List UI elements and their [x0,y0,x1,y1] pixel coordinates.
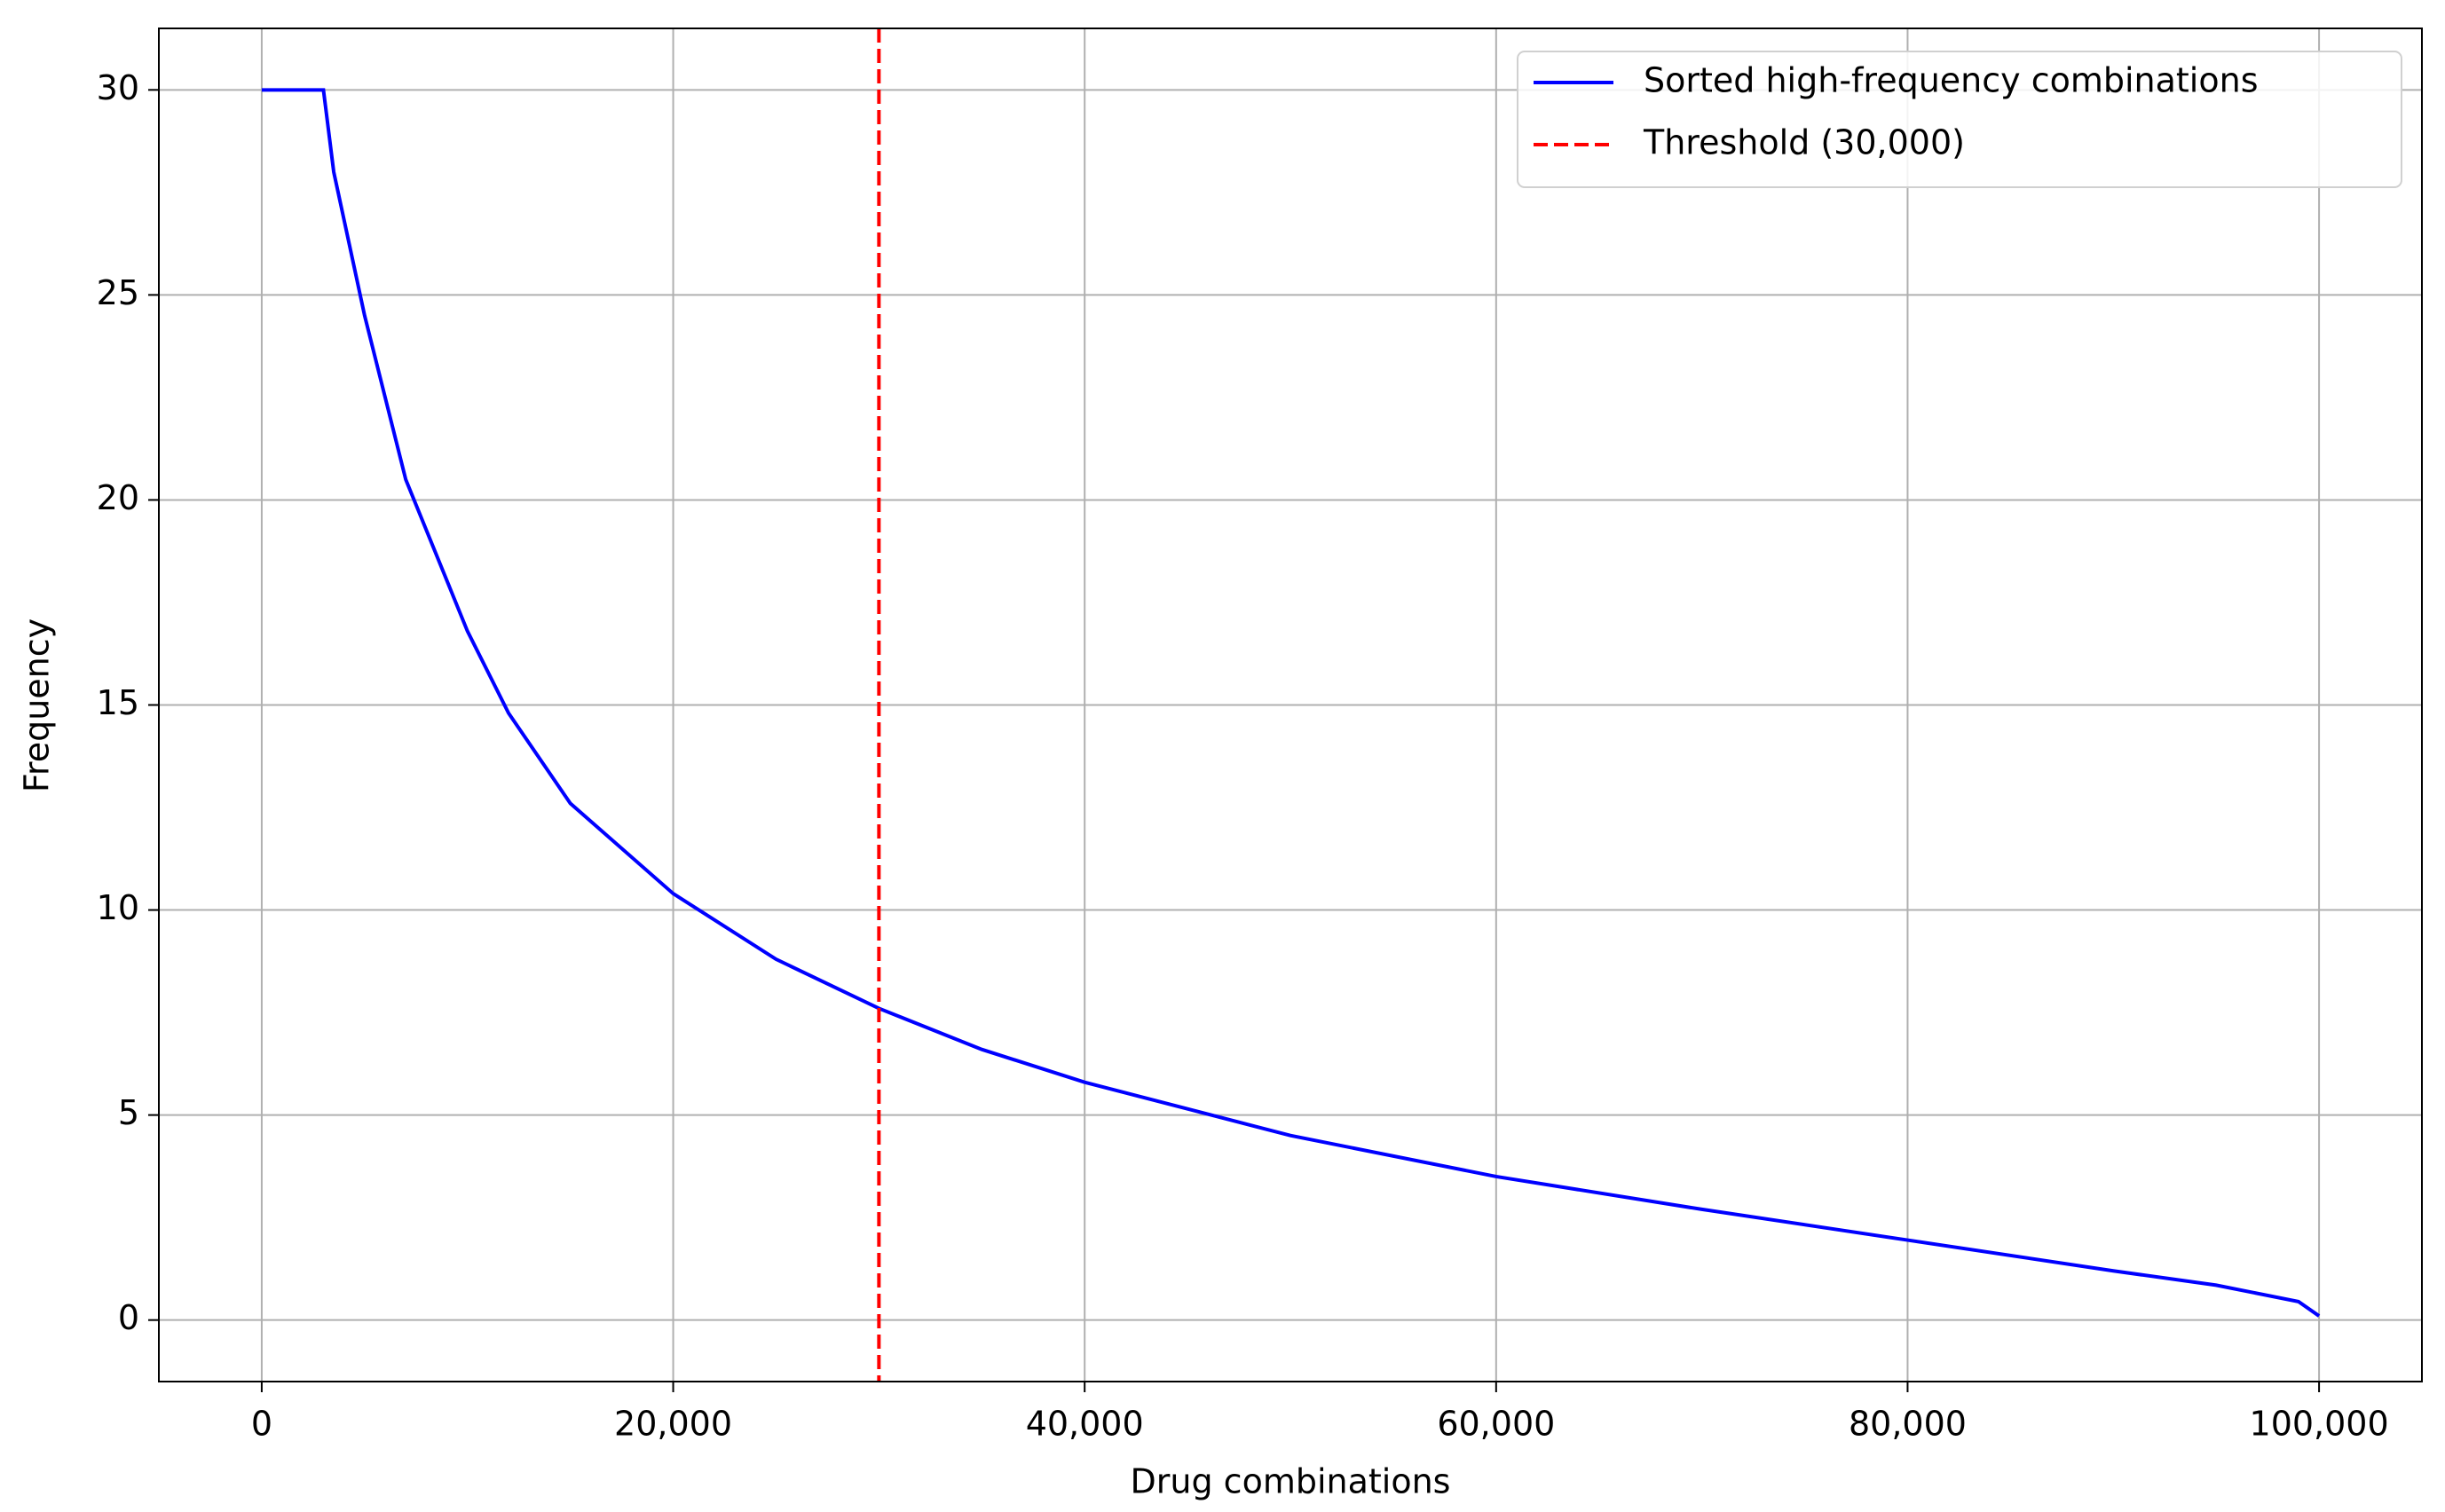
plot-frame [158,28,2423,1382]
y-tick-label: 15 [97,683,139,722]
y-tick-label: 10 [97,888,139,927]
y-tick-label: 0 [118,1298,139,1337]
x-tick-label: 60,000 [1437,1405,1555,1444]
y-axis-label: Frequency [18,618,57,792]
y-tick-label: 30 [97,68,139,107]
x-tick-label: 80,000 [1849,1405,1967,1444]
legend-label: Threshold (30,000) [1643,123,1965,162]
legend-box [1517,51,2402,188]
x-tick-label: 40,000 [1026,1405,1144,1444]
y-tick-label: 20 [97,478,139,517]
data-line [261,88,2321,1318]
x-tick-label: 20,000 [614,1405,732,1444]
y-tick-label: 5 [118,1093,139,1132]
x-tick-label: 0 [251,1405,272,1444]
x-tick-label: 100,000 [2250,1405,2389,1444]
legend-label: Sorted high-frequency combinations [1644,61,2259,100]
y-tick-label: 25 [97,273,139,312]
x-axis-label: Drug combinations [1131,1462,1451,1501]
